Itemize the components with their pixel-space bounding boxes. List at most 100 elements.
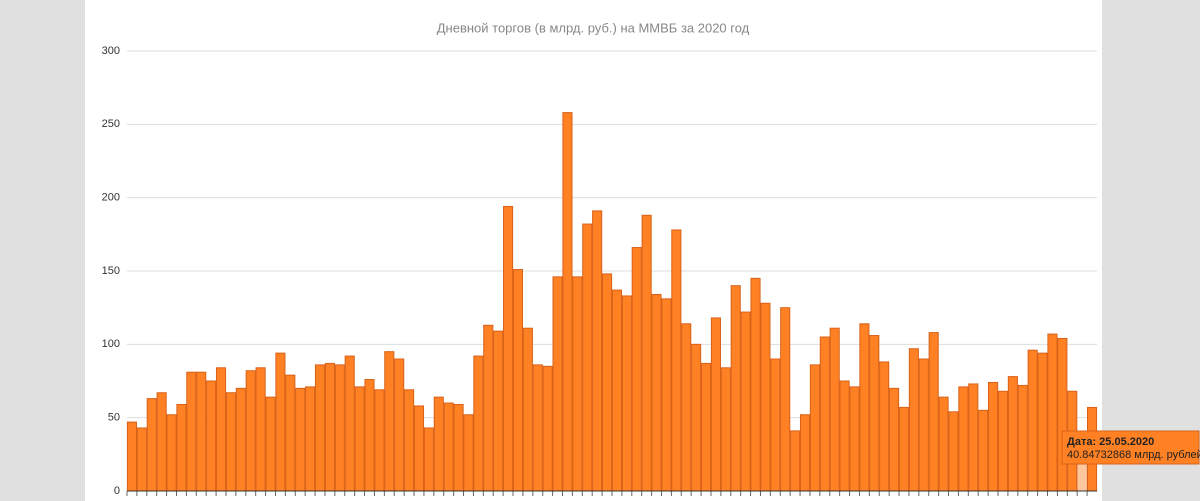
- y-tick-label: 250: [102, 118, 120, 130]
- bar: [522, 327, 533, 492]
- bar: [780, 307, 791, 492]
- bar: [809, 364, 820, 492]
- bar: [592, 210, 603, 492]
- bar: [849, 386, 860, 492]
- bar: [275, 352, 286, 492]
- bar: [305, 386, 316, 492]
- bar: [166, 414, 177, 492]
- bar: [1017, 384, 1028, 492]
- bar: [453, 403, 464, 492]
- y-tick-label: 100: [102, 338, 120, 350]
- y-tick-label: 200: [102, 192, 120, 204]
- y-tick-label: 300: [102, 45, 120, 57]
- bar: [918, 358, 929, 492]
- bar: [156, 392, 167, 492]
- bar: [1027, 349, 1038, 492]
- bar: [978, 409, 989, 492]
- bar: [255, 367, 266, 492]
- y-tick-label: 50: [108, 412, 120, 424]
- bar: [720, 367, 731, 492]
- bar: [285, 374, 296, 492]
- bar: [186, 371, 197, 492]
- bar: [206, 380, 217, 492]
- bar: [968, 383, 979, 492]
- bar: [997, 390, 1009, 492]
- bar: [859, 323, 870, 492]
- bar: [958, 386, 969, 492]
- bar: [799, 414, 811, 492]
- bar: [493, 330, 504, 492]
- bar: [671, 229, 682, 492]
- bar: [631, 247, 642, 492]
- bar: [265, 396, 276, 492]
- bar: [1007, 376, 1018, 492]
- bar: [483, 324, 494, 492]
- tooltip-title: Дата: 25.05.2020: [1067, 436, 1154, 448]
- bar: [196, 371, 207, 492]
- bar: [384, 351, 395, 492]
- bar: [1047, 333, 1058, 492]
- bar: [324, 362, 335, 492]
- bar: [314, 364, 326, 492]
- bar: [641, 214, 652, 492]
- y-tick-label: 150: [102, 265, 120, 277]
- bar: [928, 332, 939, 492]
- bar: [354, 386, 365, 492]
- bar: [334, 364, 345, 492]
- bar: [443, 402, 454, 492]
- tooltip-text: 40.84732868 млрд. рублей: [1067, 449, 1200, 461]
- bar: [790, 430, 801, 492]
- bar: [344, 355, 355, 492]
- bar: [542, 365, 553, 492]
- bar: [364, 379, 375, 492]
- bar: [938, 396, 949, 492]
- bar: [572, 276, 583, 492]
- bar: [503, 205, 514, 492]
- bar: [611, 289, 623, 492]
- y-tick-label: 0: [114, 485, 120, 497]
- bar: [136, 427, 147, 492]
- bar: [126, 421, 138, 492]
- bar: [889, 387, 900, 492]
- bar: [146, 398, 157, 492]
- bar: [700, 362, 712, 492]
- bar: [710, 317, 721, 492]
- bar: [235, 387, 246, 492]
- bar: [245, 370, 256, 492]
- bar: [532, 364, 543, 492]
- bar: [681, 323, 692, 492]
- bar: [215, 367, 227, 492]
- bar: [463, 414, 474, 492]
- bar: [948, 411, 959, 492]
- bar: [839, 380, 850, 492]
- bar: [374, 389, 385, 492]
- bar: [413, 405, 425, 492]
- bar: [651, 293, 662, 492]
- bar: [433, 396, 444, 492]
- bar: [512, 269, 524, 492]
- bar: [225, 392, 236, 492]
- bar: [760, 302, 771, 492]
- bar: [898, 406, 910, 492]
- bar: [562, 112, 573, 492]
- bar: [730, 285, 741, 492]
- bar: [621, 295, 632, 492]
- bar: [869, 335, 880, 492]
- bar: [879, 361, 890, 492]
- bar: [750, 277, 761, 492]
- bar: [770, 358, 781, 492]
- bar: [473, 355, 484, 492]
- bar: [691, 343, 702, 492]
- bar: [908, 348, 919, 492]
- bar: [1057, 337, 1068, 492]
- chart-title: Дневной торгов (в млрд. руб.) на ММВБ за…: [437, 20, 750, 35]
- bar: [423, 427, 434, 492]
- bar: [829, 327, 840, 492]
- bar: [404, 389, 415, 492]
- bar: [552, 276, 563, 492]
- bar: [819, 336, 830, 492]
- bar: [740, 311, 751, 492]
